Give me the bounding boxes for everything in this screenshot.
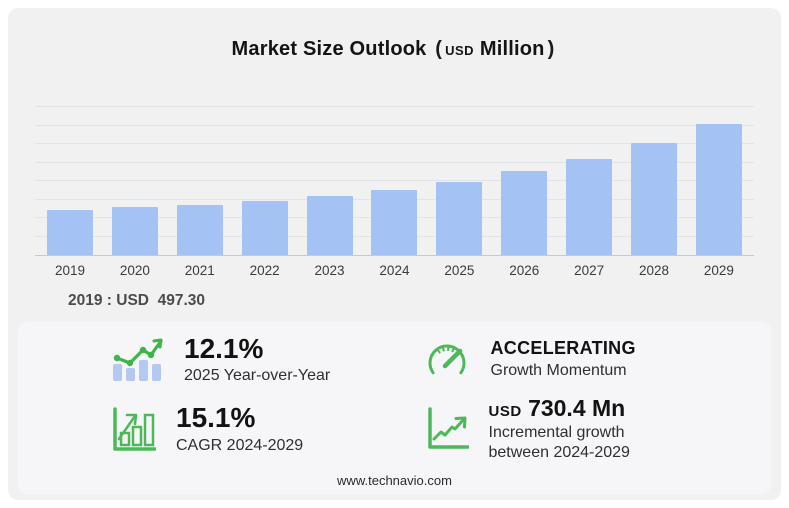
yoy-value: 12.1%: [184, 333, 264, 364]
gridline: [35, 143, 754, 144]
x-tick-2024: 2024: [379, 263, 410, 278]
bar-2026: [501, 171, 548, 255]
x-tick-2019: 2019: [54, 263, 86, 278]
title-currency: USD: [445, 43, 475, 58]
bar-plot: [35, 106, 754, 256]
bar-2029: [695, 123, 742, 255]
bar-2025: [436, 182, 483, 255]
yoy-label: 2025 Year-over-Year: [184, 367, 331, 385]
x-tick-2023: 2023: [314, 263, 345, 278]
stat-cagr: 15.1% CAGR 2024-2029: [18, 396, 395, 462]
x-tick-2020: 2020: [119, 263, 150, 278]
bar-2022: [241, 200, 288, 255]
bar-2027: [566, 159, 613, 255]
x-axis-labels: 2019 2020 2021 2022 2023 2024 2025 2026 2027 2028…: [35, 263, 754, 278]
stat-incremental: USD 730.4 Mn Incremental growth between …: [395, 396, 772, 462]
cagr-value: 15.1%: [176, 402, 256, 434]
title-paren-close: ): [547, 38, 555, 60]
cagr-label: CAGR 2024-2029: [176, 436, 304, 454]
gridline: [35, 180, 754, 181]
gridline: [35, 106, 754, 107]
momentum-label: Growth Momentum: [490, 361, 627, 379]
incremental-currency: USD: [488, 403, 522, 421]
bars-layer: [35, 108, 754, 255]
incremental-label: Incremental growth between 2024-2029: [488, 424, 630, 461]
stats-section: 12.1% 2025 Year-over-Year ACC: [18, 322, 771, 494]
gridline: [35, 161, 754, 163]
x-tick-2026: 2026: [509, 263, 540, 278]
x-tick-2027: 2027: [574, 263, 605, 278]
title-unit: Million: [479, 38, 545, 60]
bar-2021: [176, 205, 223, 255]
x-tick-2029: 2029: [703, 263, 734, 278]
momentum-value: ACCELERATING: [490, 338, 636, 359]
trend-bars-icon: [110, 337, 164, 383]
bar-2023: [306, 196, 353, 255]
speedometer-icon: [423, 339, 471, 381]
bar-2020: [111, 207, 158, 255]
incremental-value: USD 730.4 Mn: [489, 396, 689, 421]
annotation-2019: 2019 : USD 497.30: [68, 292, 206, 309]
x-tick-2025: 2025: [444, 263, 475, 278]
x-tick-2022: 2022: [249, 263, 280, 278]
bar-2019: [47, 209, 93, 255]
gridline: [35, 124, 754, 126]
incremental-amount: 730.4 Mn: [528, 395, 626, 422]
bar-chart: 2019 2020 2021 2022 2023 2024 2025 2026 2027 2028…: [35, 106, 754, 278]
x-tick-2028: 2028: [638, 263, 670, 278]
footer-url: www.technavio.com: [337, 472, 452, 488]
title-paren-open: (: [435, 38, 443, 60]
line-chart-icon: [423, 406, 469, 452]
stat-yoy: 12.1% 2025 Year-over-Year: [18, 333, 395, 386]
bar-2028: [631, 142, 678, 255]
page-title: Market Size Outlook (USD Million): [8, 38, 781, 61]
stat-momentum: ACCELERATING Growth Momentum: [395, 334, 772, 386]
title-main: Market Size Outlook: [231, 38, 427, 60]
x-tick-2021: 2021: [184, 263, 215, 278]
growth-bars-icon: [110, 406, 156, 452]
bar-2024: [371, 190, 418, 255]
chart-panel: Market Size Outlook (USD Million) 2019 20…: [8, 8, 781, 500]
